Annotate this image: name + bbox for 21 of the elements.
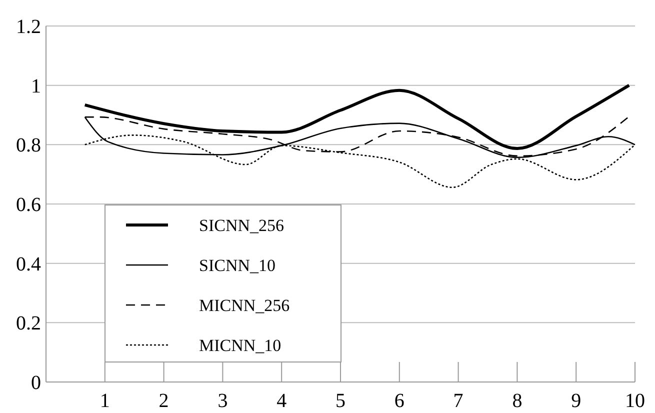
x-tick-label: 1: [100, 390, 110, 412]
y-tick-label: 1.2: [16, 16, 41, 38]
y-tick-label: 0.4: [16, 253, 41, 276]
x-tick-label: 8: [512, 390, 522, 412]
y-tick-label: 0.6: [16, 194, 41, 216]
x-tick-label: 9: [571, 390, 582, 412]
x-tick-label: 6: [394, 390, 404, 412]
legend-label: SICNN_256: [199, 216, 284, 235]
legend-label: SICNN_10: [199, 256, 276, 275]
y-tick-label: 0.2: [16, 312, 41, 335]
legend-label: MICNN_10: [199, 336, 282, 355]
x-tick-label: 7: [453, 390, 464, 412]
x-tick-label: 2: [158, 390, 169, 412]
y-tick-label: 0.8: [16, 134, 41, 157]
x-tick-label: 4: [276, 390, 287, 412]
y-tick-label: 1: [31, 75, 41, 98]
x-tick-label: 10: [625, 390, 645, 412]
x-tick-label: 3: [218, 390, 228, 412]
legend-label: MICNN_256: [199, 296, 290, 315]
y-tick-label: 0: [31, 372, 41, 394]
x-tick-label: 5: [336, 390, 346, 412]
